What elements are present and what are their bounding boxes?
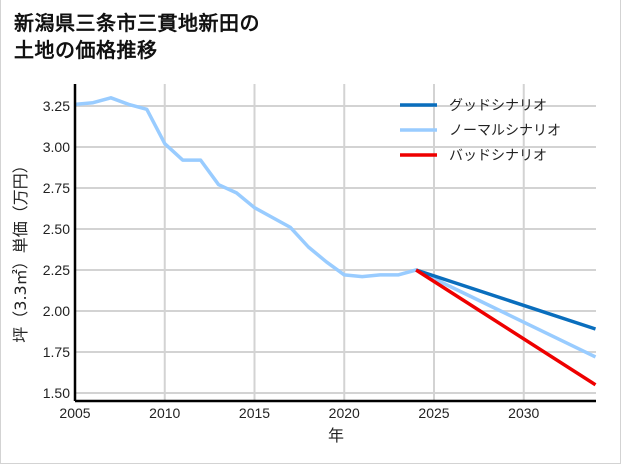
chart-title-line-1: 新潟県三条市三貫地新田の: [14, 11, 260, 35]
y-tick-label: 2.75: [43, 180, 70, 196]
legend-label: ノーマルシナリオ: [449, 123, 561, 139]
x-tick-label: 2010: [149, 405, 180, 421]
series-line: [415, 268, 597, 387]
x-tick-label: 2020: [329, 405, 360, 421]
x-tick-label: 2030: [508, 405, 539, 421]
legend-label: グッドシナリオ: [449, 98, 547, 114]
y-tick-label: 3.25: [43, 98, 70, 114]
chart-title: 新潟県三条市三貫地新田の 土地の価格推移: [14, 10, 260, 64]
x-tick-label: 2015: [239, 405, 270, 421]
y-tick-label: 3.00: [43, 139, 70, 155]
y-tick-label: 2.50: [43, 221, 70, 237]
y-tick-label: 1.75: [43, 344, 70, 360]
chart-title-line-2: 土地の価格推移: [14, 38, 158, 62]
y-tick-label: 1.50: [43, 385, 70, 401]
tick-labels: 1.50 1.75 2.00 2.25 2.50 2.75 3.00 3.25 2005 2010…: [43, 98, 540, 421]
legend-label: バッドシナリオ: [449, 148, 547, 164]
y-tick-label: 2.00: [43, 303, 70, 319]
x-tick-label: 2005: [59, 405, 90, 421]
x-tick-label: 2025: [418, 405, 449, 421]
series-line: [74, 96, 597, 359]
series-line: [415, 268, 597, 331]
axes: [73, 84, 596, 403]
y-axis-label: 坪（3.3㎡）単価（万円）: [11, 157, 30, 342]
y-tick-label: 2.25: [43, 262, 70, 278]
data-series: [74, 96, 597, 387]
x-axis-label: 年: [328, 426, 344, 445]
